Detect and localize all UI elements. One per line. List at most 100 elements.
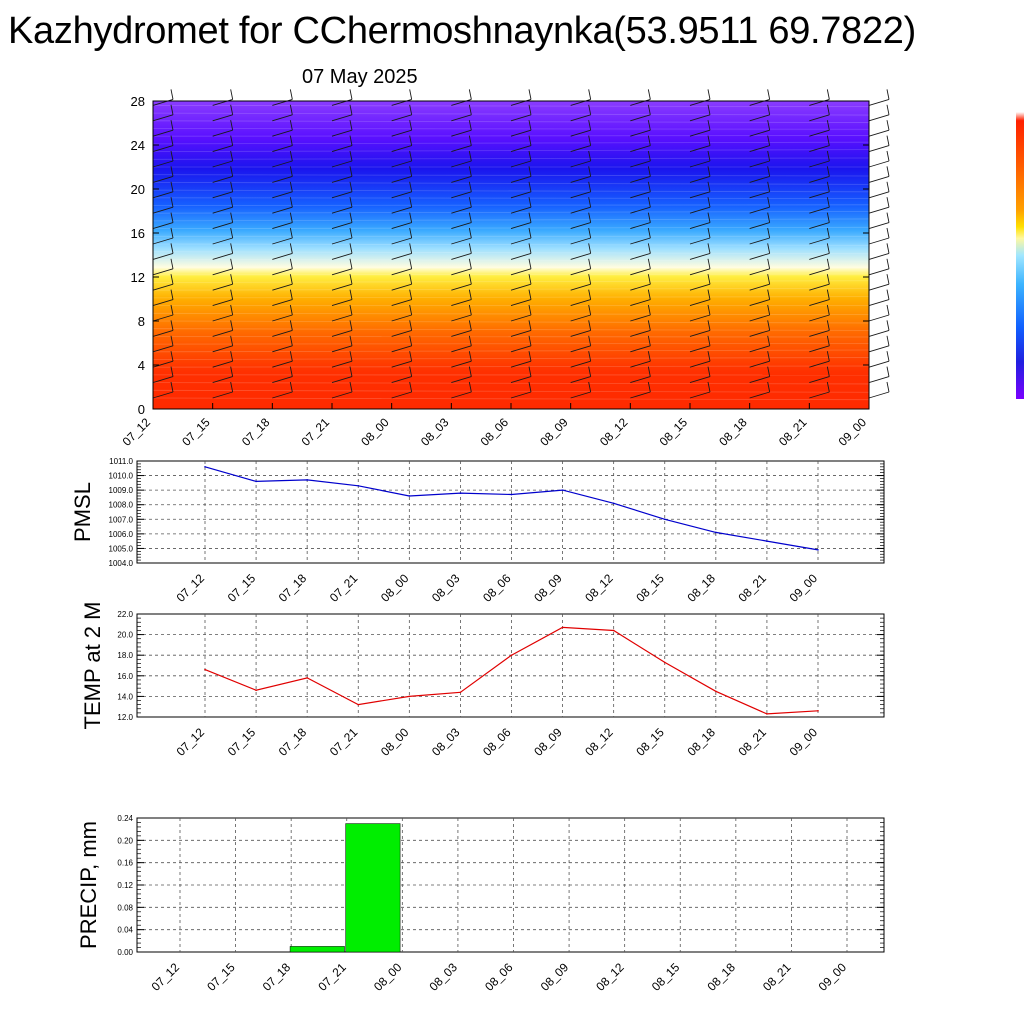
wind-barb-flag	[230, 289, 234, 300]
wind-barb-flag	[230, 258, 234, 269]
wind-barb-flag	[647, 197, 651, 208]
xtick-label: 08_00	[378, 571, 412, 605]
xtick-label: 09_00	[787, 571, 821, 605]
wind-barb-flag	[468, 304, 472, 316]
wind-barb-shaft	[391, 268, 412, 276]
wind-barb	[749, 104, 771, 122]
wind-barb	[510, 181, 532, 199]
wind-barb-shaft	[809, 314, 830, 322]
wind-barb-shaft	[630, 98, 651, 106]
wind-barb-flag	[528, 335, 532, 346]
wind-barb-shaft	[510, 252, 532, 260]
wind-barb	[451, 212, 472, 230]
heatmap-ytick-label: 28	[131, 94, 145, 109]
wind-barb-shaft	[809, 329, 830, 337]
wind-barb-shaft	[868, 237, 890, 245]
wind-barb-flag	[170, 335, 174, 346]
wind-barb	[809, 351, 830, 368]
wind-barb-flag	[468, 197, 472, 208]
wind-barb-shaft	[331, 160, 353, 168]
wind-barb	[749, 366, 771, 384]
xtick-label: 07_18	[276, 571, 310, 605]
wind-barb-flag	[707, 166, 711, 177]
wind-barb-flag	[886, 120, 890, 131]
wind-barb	[630, 274, 651, 291]
wind-barb-shaft	[809, 206, 830, 214]
wind-barb-shaft	[391, 206, 412, 214]
wind-barb	[749, 274, 771, 291]
wind-barb-flag	[886, 181, 890, 192]
wind-barb-flag	[349, 197, 353, 208]
ytick-label: 0.24	[117, 814, 133, 823]
wind-barb	[868, 381, 890, 399]
data-point	[766, 713, 768, 715]
wind-barb	[272, 212, 293, 230]
xtick-label: 07_15	[204, 960, 238, 994]
wind-barb	[272, 366, 293, 384]
panel-frame	[136, 460, 885, 564]
wind-barb	[152, 381, 174, 399]
wind-barb-flag	[528, 104, 532, 115]
wind-barb-shaft	[451, 222, 472, 230]
wind-barb-shaft	[212, 376, 233, 384]
data-point	[510, 493, 513, 496]
wind-barb	[749, 166, 771, 183]
wind-barb	[510, 243, 532, 260]
wind-barb-shaft	[212, 360, 233, 368]
wind-barb-shaft	[570, 145, 591, 153]
wind-barb-shaft	[749, 222, 770, 230]
wind-barb	[809, 258, 830, 276]
wind-barb-shaft	[451, 129, 472, 137]
y-axis-label: TEMP at 2 M	[80, 602, 105, 730]
wind-barb	[689, 274, 711, 291]
ytick-label: 1005.0	[109, 544, 134, 553]
wind-barb-flag	[826, 181, 830, 192]
xtick-label: 08_03	[427, 960, 461, 994]
wind-barb	[391, 227, 413, 245]
wind-barb	[570, 381, 592, 399]
wind-barb-flag	[468, 120, 472, 131]
contour-line	[152, 120, 870, 123]
wind-barb-shaft	[570, 360, 591, 368]
wind-barb	[749, 227, 771, 245]
wind-barb-shaft	[451, 376, 472, 384]
wind-barb	[749, 351, 771, 368]
wind-barb	[570, 274, 592, 291]
data-point	[357, 484, 360, 487]
ytick-label: 1008.0	[109, 501, 134, 510]
wind-barb-shaft	[749, 314, 770, 322]
wind-barb-shaft	[749, 114, 770, 122]
xtick-label: 07_12	[174, 571, 208, 605]
wind-barb-flag	[409, 212, 413, 223]
wind-barb-flag	[349, 166, 353, 177]
wind-barb	[570, 89, 592, 106]
wind-barb-shaft	[570, 206, 591, 214]
ytick-label: 0.00	[117, 948, 133, 957]
wind-barb-shaft	[689, 252, 711, 260]
wind-barb-shaft	[272, 314, 293, 322]
wind-barb-shaft	[570, 129, 591, 137]
wind-barb-flag	[707, 381, 711, 393]
wind-barb-shaft	[749, 329, 770, 337]
wind-barb	[510, 304, 532, 322]
wind-barb-flag	[409, 150, 413, 162]
wind-barb	[570, 227, 592, 245]
wind-barb-shaft	[272, 376, 293, 384]
wind-barb-flag	[468, 166, 472, 177]
wind-barb-shaft	[630, 283, 651, 291]
wind-barb	[630, 120, 651, 137]
wind-barb-flag	[588, 120, 592, 131]
wind-barb-shaft	[749, 299, 770, 307]
wind-barb	[630, 351, 651, 368]
heatmap-xtick-label: 08_21	[776, 415, 810, 449]
wind-barb	[152, 104, 174, 122]
wind-barb	[331, 120, 353, 137]
wind-barb	[809, 181, 830, 199]
wind-barb-flag	[647, 181, 651, 192]
wind-barb-flag	[409, 104, 413, 115]
wind-barb-flag	[409, 227, 413, 239]
wind-barb-flag	[767, 366, 771, 377]
wind-barb-shaft	[749, 237, 770, 245]
wind-barb-shaft	[510, 98, 532, 106]
wind-barb	[272, 258, 293, 276]
